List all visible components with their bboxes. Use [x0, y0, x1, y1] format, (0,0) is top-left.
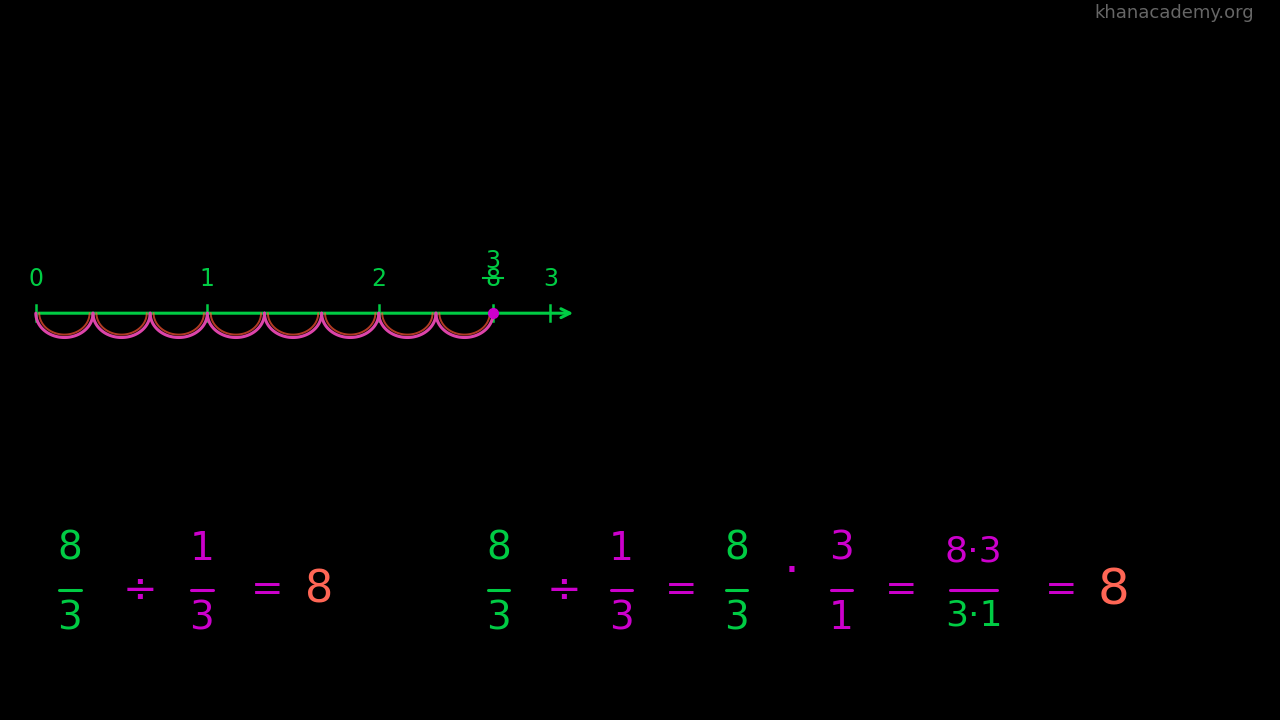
Text: 3: 3: [609, 599, 634, 637]
Text: 3·1: 3·1: [945, 599, 1002, 633]
Text: 3: 3: [486, 599, 511, 637]
Text: 0: 0: [28, 267, 44, 291]
Text: =: =: [251, 572, 283, 609]
Text: 8: 8: [58, 530, 82, 567]
Text: 1: 1: [829, 599, 854, 637]
Text: 1: 1: [189, 530, 214, 567]
Text: ÷: ÷: [123, 570, 157, 611]
Text: 3: 3: [724, 599, 749, 637]
Text: 3: 3: [485, 248, 500, 272]
Text: 3: 3: [58, 599, 82, 637]
Text: 3: 3: [829, 530, 854, 567]
Text: ·: ·: [783, 549, 800, 596]
Text: 1: 1: [609, 530, 634, 567]
Text: 1: 1: [200, 267, 215, 291]
Text: 3: 3: [189, 599, 214, 637]
Text: =: =: [666, 572, 698, 609]
Text: =: =: [886, 572, 918, 609]
Text: =: =: [1046, 572, 1078, 609]
Text: 2: 2: [371, 267, 387, 291]
Text: ÷: ÷: [547, 570, 581, 611]
Text: khanacademy.org: khanacademy.org: [1094, 4, 1254, 22]
Text: 8·3: 8·3: [945, 535, 1002, 569]
Text: 3: 3: [543, 267, 558, 291]
Text: 8: 8: [485, 267, 500, 291]
Text: 8: 8: [305, 569, 333, 612]
Text: 8: 8: [724, 530, 749, 567]
Text: 8: 8: [486, 530, 511, 567]
Text: 8: 8: [1098, 567, 1129, 614]
